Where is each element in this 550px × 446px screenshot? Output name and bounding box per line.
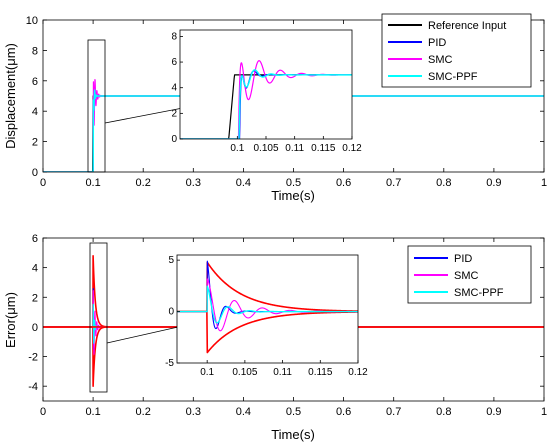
y-tick-label: 0 (32, 167, 38, 179)
y-tick-label: 10 (26, 15, 38, 27)
x-tick-label: 0.9 (486, 406, 501, 418)
x-tick-label: 0.6 (336, 406, 351, 418)
x-tick-label: 1 (541, 406, 547, 418)
x-tick-label: 0.5 (286, 406, 301, 418)
zoom-connector (106, 326, 179, 344)
inset-y-tick-label: 8 (171, 31, 177, 42)
y-tick-label: 2 (32, 292, 38, 304)
displacement-chart: 0 0.1 0.2 0.3 0.4 0.5 0.6 0.7 0.8 0.9 1 0 2 4 6 8 10 Ti… (3, 13, 547, 203)
inset-y-tick-label: -5 (165, 358, 174, 369)
legend-label: SMC-PPF (428, 71, 478, 83)
inset-series-smc-ppf (177, 285, 358, 324)
y-tick-label: 6 (32, 76, 38, 88)
y-tick-label: 4 (32, 106, 38, 118)
zoom-box (89, 242, 108, 393)
inset-x-tick-label: 0.1 (200, 367, 214, 378)
y-tick-label: 0 (32, 322, 38, 334)
zoom-connector (104, 106, 189, 124)
x-tick-label: 0.2 (136, 177, 151, 189)
error-chart: 0 0.1 0.2 0.3 0.4 0.5 0.6 0.7 0.8 0.9 1 -4 -2 0 2 4 6 T… (3, 233, 547, 442)
inset-y-tick-label: 4 (171, 83, 177, 94)
x-tick-label: 1 (541, 177, 547, 189)
y-tick-label: 8 (32, 45, 38, 57)
inset-ticks: 0.1 0.105 0.11 0.115 0.12 -5 0 5 (165, 255, 368, 378)
legend-item: PID (414, 253, 472, 265)
legend-item: PID (388, 37, 446, 49)
legend: Reference Input PID SMC SMC-PPF (381, 13, 532, 88)
plot-frame (42, 237, 545, 402)
x-tick-label: 0.8 (436, 406, 451, 418)
inset-x-tick-label: 0.12 (342, 143, 362, 154)
y-tick-label: -2 (28, 352, 38, 364)
inset-lines (177, 260, 358, 354)
y-tick-label: 4 (32, 263, 38, 275)
x-tick-label: 0.4 (236, 177, 251, 189)
legend-label: SMC (454, 270, 479, 282)
x-tick-label: 0.2 (136, 406, 151, 418)
inset-y-tick-label: 2 (171, 108, 177, 119)
x-tick-label: 0.1 (85, 177, 100, 189)
x-tick-label: 0 (40, 177, 46, 189)
zoom-box (87, 39, 106, 173)
x-ticks: 0 0.1 0.2 0.3 0.4 0.5 0.6 0.7 0.8 0.9 1 (40, 238, 547, 418)
inset-x-tick-label: 0.115 (311, 143, 336, 154)
legend-label: PID (454, 253, 472, 265)
inset-x-tick-label: 0.11 (285, 143, 304, 154)
x-tick-label: 0.6 (336, 177, 351, 189)
inset-x-tick-label: 0.11 (273, 367, 292, 378)
inset-y-tick-label: 0 (171, 134, 177, 145)
x-axis-label: Time(s) (271, 427, 315, 442)
inset-ticks: 0.1 0.105 0.11 0.115 0.12 0 2 4 6 8 (171, 31, 362, 154)
inset-y-tick-label: 5 (168, 255, 174, 266)
inset-y-tick-label: 0 (168, 307, 174, 318)
y-ticks: 0 2 4 6 8 10 (26, 15, 544, 179)
legend-item: SMC (414, 270, 479, 282)
x-tick-label: 0.3 (186, 177, 201, 189)
legend-item: SMC-PPF (388, 71, 478, 83)
inset-x-tick-label: 0.105 (253, 143, 278, 154)
inset-plot: 0.1 0.105 0.11 0.115 0.12 0 2 4 6 8 (171, 29, 362, 154)
inset-x-tick-label: 0.12 (348, 367, 368, 378)
legend-item: SMC (388, 54, 453, 66)
x-tick-label: 0.5 (286, 177, 301, 189)
legend-label: PID (428, 37, 446, 49)
x-tick-label: 0.3 (186, 406, 201, 418)
inset-y-tick-label: 6 (171, 57, 177, 68)
plot-frame (42, 19, 545, 173)
legend-item: SMC-PPF (414, 287, 504, 299)
y-tick-label: 6 (32, 233, 38, 245)
y-tick-label: 2 (32, 137, 38, 149)
inset-lines (180, 60, 352, 139)
y-axis-label: Displacement(μm) (3, 43, 18, 149)
inset-x-tick-label: 0.115 (308, 367, 333, 378)
x-ticks: 0 0.1 0.2 0.3 0.4 0.5 0.6 0.7 0.8 0.9 1 (40, 20, 547, 189)
inset-envelope-lower (177, 310, 358, 354)
inset-plot: 0.1 0.105 0.11 0.115 0.12 -5 0 5 (165, 254, 368, 378)
x-tick-label: 0.1 (85, 406, 100, 418)
x-tick-label: 0.7 (386, 406, 401, 418)
legend-label: SMC (428, 54, 453, 66)
x-tick-label: 0.4 (236, 406, 251, 418)
inset-frame (176, 254, 359, 364)
x-tick-label: 0 (40, 406, 46, 418)
x-tick-label: 0.9 (486, 177, 501, 189)
x-tick-label: 0.8 (436, 177, 451, 189)
x-tick-label: 0.7 (386, 177, 401, 189)
legend-label: Reference Input (428, 20, 506, 32)
legend-item: Reference Input (388, 20, 506, 32)
y-axis-label: Error(μm) (3, 292, 18, 348)
inset-x-tick-label: 0.1 (230, 143, 244, 154)
inset-series-smc-ppf (180, 69, 352, 139)
y-tick-label: -4 (28, 381, 38, 393)
legend: PID SMC SMC-PPF (407, 245, 532, 304)
x-axis-label: Time(s) (271, 188, 315, 203)
inset-x-tick-label: 0.105 (232, 367, 257, 378)
legend-label: SMC-PPF (454, 287, 504, 299)
